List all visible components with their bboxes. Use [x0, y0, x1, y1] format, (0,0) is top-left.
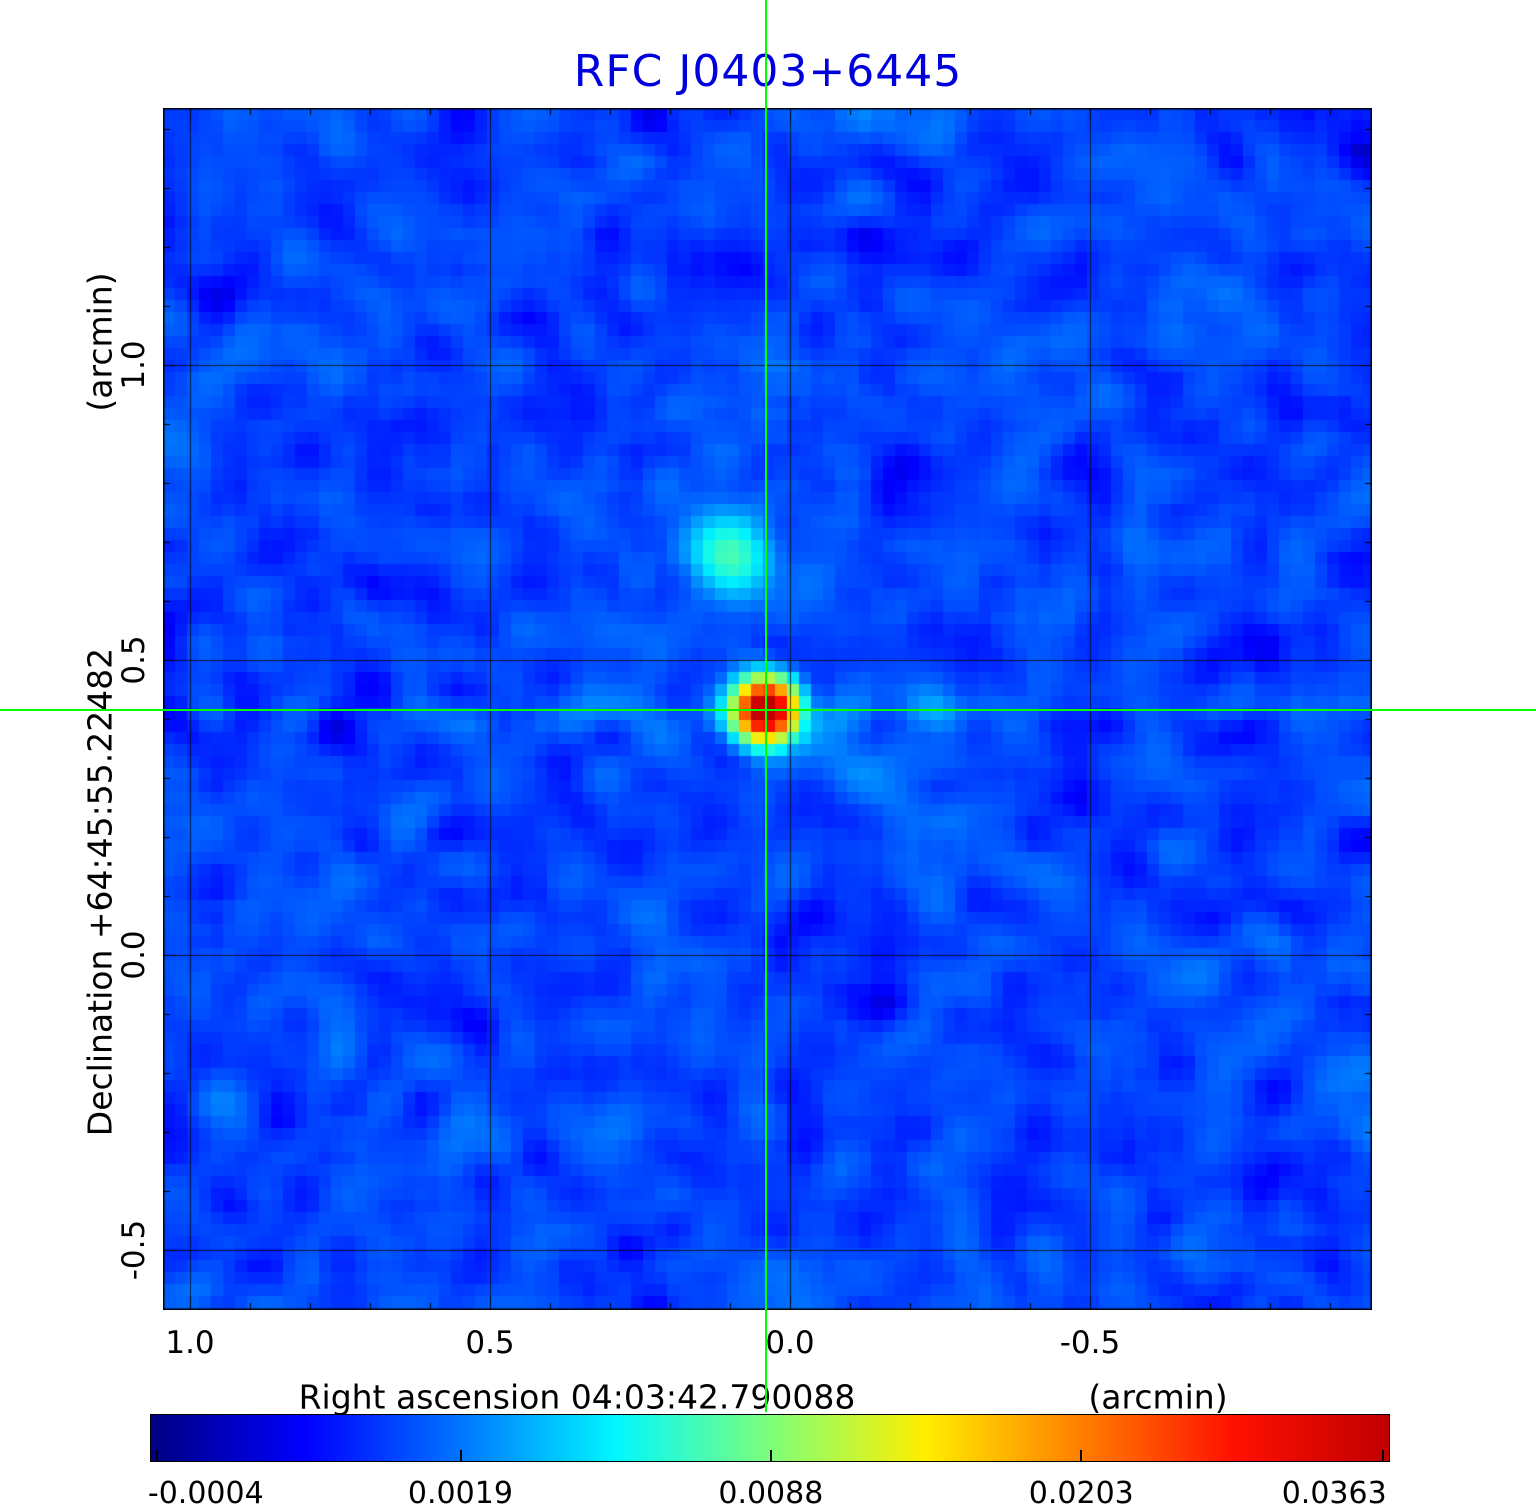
- y-tick-label: -0.5: [116, 1219, 152, 1281]
- x-tick-label: -0.5: [1059, 1325, 1121, 1361]
- y-tick-label: 1.0: [116, 340, 152, 390]
- x-tick-label: 0.0: [765, 1325, 815, 1361]
- crosshair-vertical-line: [765, 0, 767, 1412]
- colorbar-tick: [1381, 1450, 1384, 1461]
- colorbar-tick: [156, 1450, 159, 1461]
- x-axis-unit-label: (arcmin): [1088, 1377, 1228, 1417]
- crosshair-horizontal-line: [0, 709, 1536, 711]
- colorbar-tick: [769, 1450, 772, 1461]
- colorbar-tick-label: 0.0019: [407, 1476, 513, 1511]
- y-tick-label: 0.0: [116, 930, 152, 980]
- colorbar-tick-label: -0.0004: [147, 1476, 264, 1511]
- colorbar-tick: [459, 1450, 462, 1461]
- figure-title: RFC J0403+6445: [573, 46, 963, 97]
- colorbar-tick-label: 0.0088: [718, 1476, 824, 1511]
- y-axis-title: Declination +64:45:55.22482: [80, 647, 120, 1137]
- x-tick-label: 1.0: [165, 1325, 215, 1361]
- x-axis-title: Right ascension 04:03:42.790088: [298, 1377, 856, 1417]
- y-tick-label: 0.5: [116, 635, 152, 685]
- x-tick-label: 0.5: [465, 1325, 515, 1361]
- colorbar-tick-label: 0.0363: [1281, 1476, 1387, 1511]
- y-axis-unit-label: (arcmin): [80, 272, 120, 412]
- colorbar-tick-label: 0.0203: [1028, 1476, 1134, 1511]
- colorbar-tick: [1079, 1450, 1082, 1461]
- colorbar: [150, 1414, 1390, 1462]
